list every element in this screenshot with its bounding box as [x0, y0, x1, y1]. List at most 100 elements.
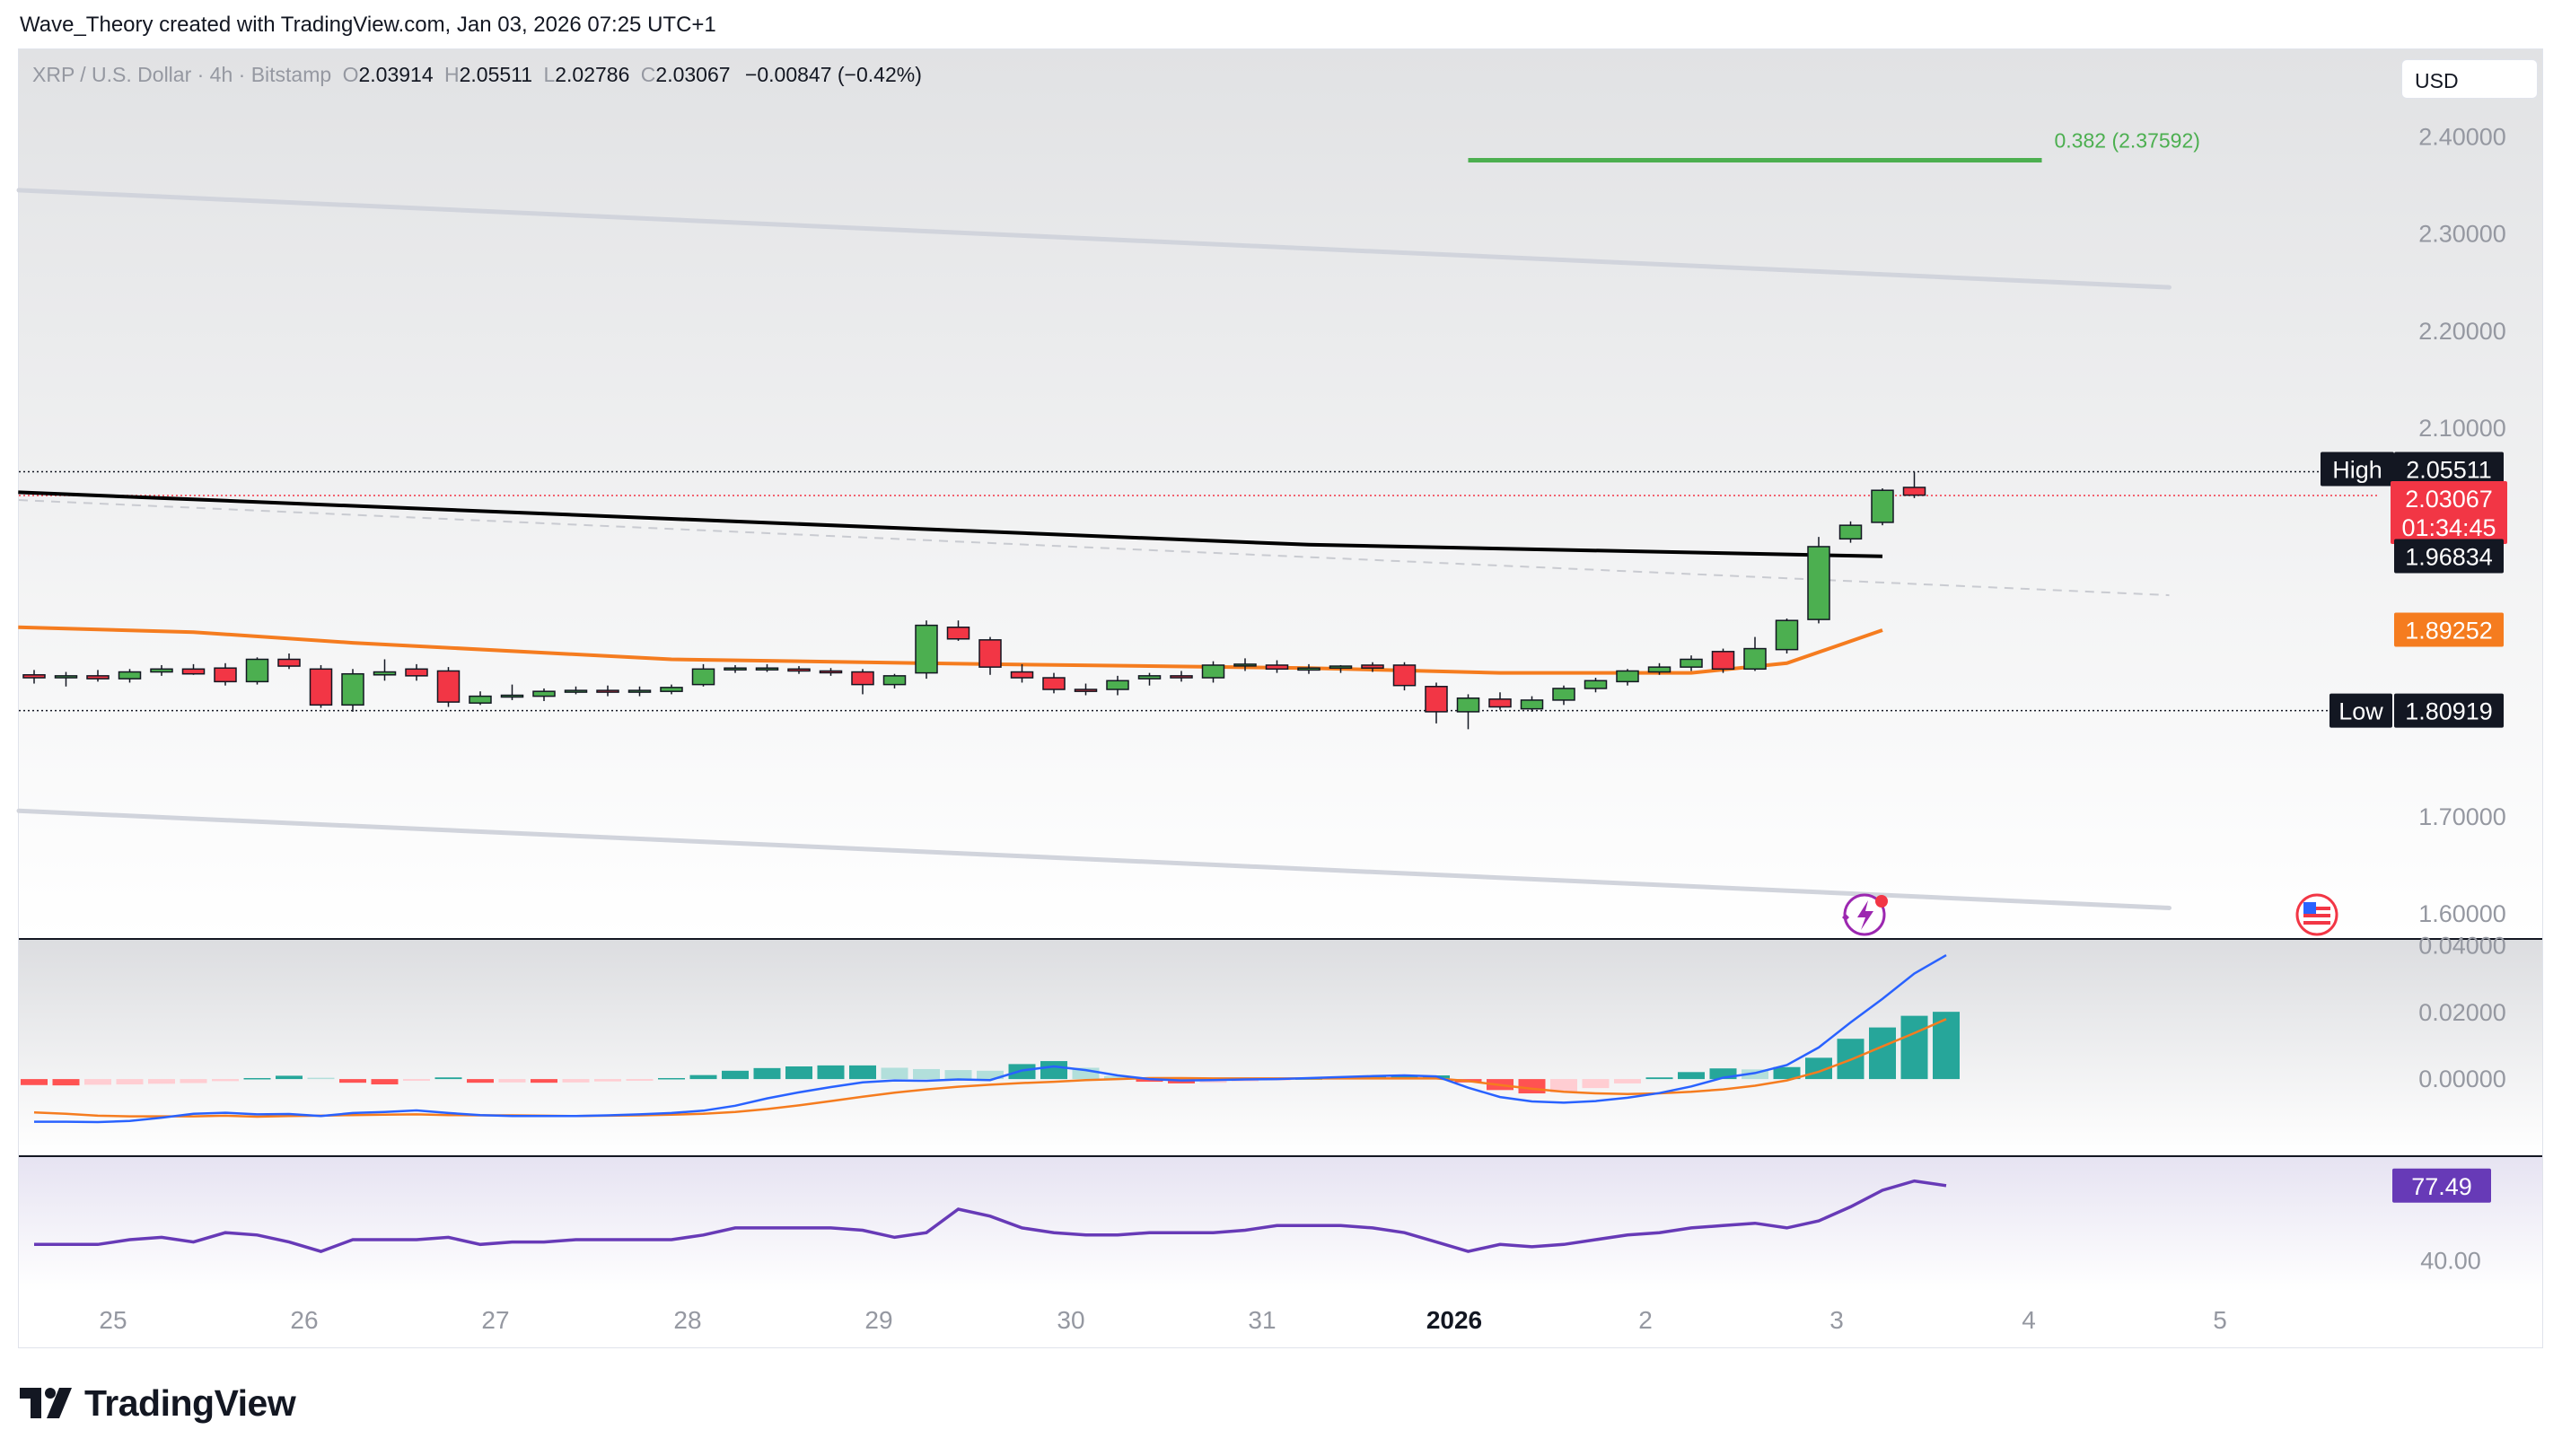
candle[interactable]	[1233, 658, 1257, 671]
candle[interactable]	[819, 668, 843, 676]
candle[interactable]	[1297, 663, 1320, 674]
candle[interactable]	[1361, 662, 1384, 672]
macd-histogram-bar[interactable]	[498, 1079, 526, 1083]
candle[interactable]	[1552, 685, 1575, 706]
candle[interactable]	[851, 669, 874, 695]
macd-histogram-bar[interactable]	[881, 1067, 908, 1080]
candle[interactable]	[532, 688, 556, 701]
high-tag-label[interactable]: High	[2321, 452, 2394, 487]
macd-histogram-bar[interactable]	[243, 1077, 271, 1080]
channel-upper-line[interactable]	[16, 188, 2172, 290]
ma-black-line[interactable]	[18, 490, 1883, 558]
macd-histogram-bar[interactable]	[1136, 1079, 1163, 1083]
macd-histogram-bar[interactable]	[562, 1079, 590, 1083]
macd-histogram-bar[interactable]	[1678, 1072, 1705, 1080]
candle[interactable]	[22, 670, 46, 684]
macd-histogram-bar[interactable]	[434, 1077, 462, 1080]
macd-histogram-bar[interactable]	[849, 1065, 876, 1080]
candle[interactable]	[1010, 663, 1034, 683]
macd-histogram-bar[interactable]	[1773, 1066, 1801, 1080]
candle[interactable]	[1265, 660, 1289, 673]
candle[interactable]	[1680, 655, 1703, 671]
candle[interactable]	[755, 663, 779, 672]
macd-histogram-bar[interactable]	[1742, 1069, 1768, 1080]
candle[interactable]	[277, 653, 301, 670]
macd-histogram-bar[interactable]	[817, 1065, 845, 1080]
candle[interactable]	[1201, 661, 1225, 683]
candle[interactable]	[627, 686, 652, 697]
candle[interactable]	[469, 691, 492, 706]
candle[interactable]	[1170, 671, 1193, 682]
macd-histogram-bar[interactable]	[1900, 1015, 1928, 1080]
candle[interactable]	[691, 663, 715, 687]
candle[interactable]	[54, 671, 78, 687]
macd-histogram-bar[interactable]	[339, 1079, 366, 1083]
macd-histogram-bar[interactable]	[1518, 1079, 1546, 1094]
macd-histogram-bar[interactable]	[1933, 1012, 1960, 1080]
candle[interactable]	[1074, 683, 1098, 696]
candle[interactable]	[1807, 537, 1830, 624]
candle[interactable]	[1488, 692, 1512, 710]
candle[interactable]	[915, 620, 938, 680]
candle[interactable]	[596, 685, 619, 697]
candle[interactable]	[1520, 696, 1544, 712]
candle[interactable]	[1838, 521, 1863, 543]
tradingview-logo[interactable]: TradingView	[20, 1381, 296, 1425]
candle[interactable]	[724, 664, 747, 673]
high-tag-value[interactable]: 2.05511	[2394, 452, 2504, 487]
candle[interactable]	[373, 659, 397, 681]
candle[interactable]	[1137, 672, 1162, 686]
macd-histogram-bar[interactable]	[84, 1079, 111, 1085]
candle[interactable]	[1392, 662, 1417, 691]
low-tag-label[interactable]: Low	[2329, 693, 2392, 728]
macd-histogram-bar[interactable]	[1614, 1079, 1641, 1083]
macd-histogram-bar[interactable]	[1869, 1027, 1896, 1080]
candle[interactable]	[1616, 669, 1639, 686]
candle[interactable]	[309, 664, 333, 708]
candle[interactable]	[181, 663, 206, 675]
lightning-badge-icon[interactable]	[1842, 893, 1888, 936]
candle[interactable]	[500, 684, 524, 700]
candle[interactable]	[1902, 471, 1926, 498]
macd-histogram-bar[interactable]	[944, 1070, 972, 1080]
candle[interactable]	[978, 636, 1002, 675]
candle[interactable]	[86, 670, 110, 682]
low-tag-value[interactable]: 1.80919	[2394, 693, 2504, 728]
macd-histogram-bar[interactable]	[977, 1070, 1004, 1080]
candle[interactable]	[118, 669, 142, 683]
candle[interactable]	[787, 666, 811, 674]
us-flag-icon[interactable]	[2295, 893, 2338, 936]
candle[interactable]	[405, 663, 428, 681]
macd-histogram-bar[interactable]	[276, 1075, 303, 1080]
candle[interactable]	[946, 620, 970, 641]
macd-histogram-bar[interactable]	[307, 1077, 335, 1080]
macd-histogram-bar[interactable]	[658, 1077, 685, 1080]
macd-histogram-bar[interactable]	[1582, 1079, 1610, 1089]
candle[interactable]	[1775, 618, 1799, 653]
candle[interactable]	[1425, 682, 1448, 724]
candle[interactable]	[341, 669, 364, 712]
macd-histogram-bar[interactable]	[212, 1079, 239, 1082]
candle[interactable]	[1106, 675, 1129, 696]
macd-histogram-bar[interactable]	[1645, 1077, 1673, 1080]
macd-histogram-bar[interactable]	[1104, 1075, 1131, 1080]
rsi-value-tag[interactable]: 77.49	[2392, 1168, 2491, 1203]
candle[interactable]	[1711, 648, 1735, 673]
macd-histogram-bar[interactable]	[467, 1079, 494, 1083]
macd-histogram-bar[interactable]	[52, 1079, 80, 1086]
rsi-line[interactable]	[34, 1179, 1947, 1253]
macd-histogram-bar[interactable]	[21, 1079, 48, 1085]
macd-histogram-bar[interactable]	[148, 1079, 175, 1084]
macd-histogram-bar[interactable]	[180, 1079, 207, 1083]
candle[interactable]	[1584, 678, 1608, 693]
candle[interactable]	[1456, 694, 1480, 730]
candle[interactable]	[1743, 636, 1767, 671]
candle[interactable]	[436, 667, 461, 707]
macd-histogram-bar[interactable]	[531, 1079, 557, 1083]
macd-histogram-bar[interactable]	[1391, 1075, 1418, 1080]
candle[interactable]	[1042, 672, 1066, 694]
macd-histogram-bar[interactable]	[116, 1079, 144, 1085]
macd-histogram-bar[interactable]	[913, 1068, 940, 1080]
